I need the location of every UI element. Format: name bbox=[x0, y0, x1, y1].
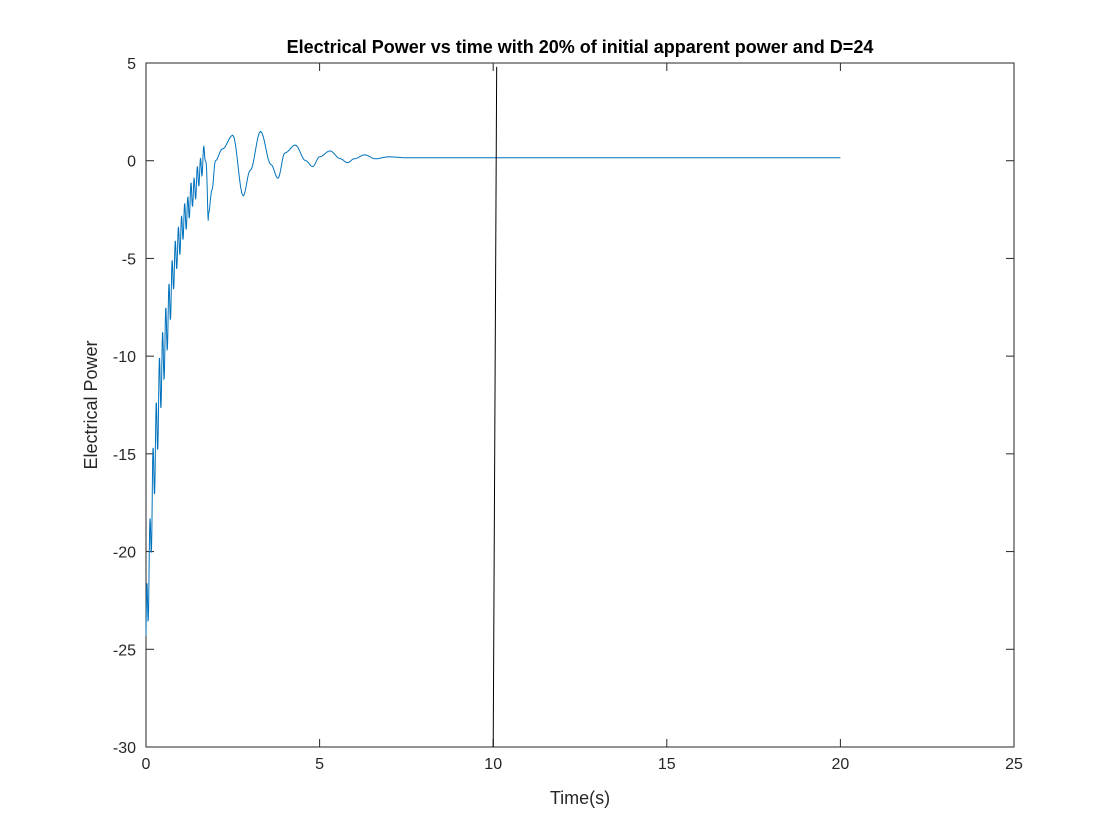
y-tick-label: 0 bbox=[127, 154, 136, 171]
x-tick-label: 25 bbox=[1005, 756, 1023, 773]
series bbox=[145, 66, 841, 748]
x-tick-label: 15 bbox=[658, 756, 676, 773]
series-line-vertical bbox=[492, 66, 498, 748]
x-tick-label: 0 bbox=[142, 756, 151, 773]
y-axis-label: Electrical Power bbox=[81, 340, 101, 469]
ticks bbox=[145, 62, 1015, 748]
y-tick-label: -10 bbox=[113, 349, 136, 366]
x-tick-label: 5 bbox=[315, 756, 324, 773]
y-tick-label: -15 bbox=[113, 447, 136, 464]
x-tick-label: 20 bbox=[832, 756, 850, 773]
x-axis-label: Time(s) bbox=[550, 788, 610, 808]
y-tick-label: -20 bbox=[113, 545, 136, 562]
y-tick-label: -25 bbox=[113, 642, 136, 659]
x-tick-label: 10 bbox=[484, 756, 502, 773]
tick-labels: 0 5 10 15 20 25 -30 -25 -20 -15 -10 -5 0 5 bbox=[113, 56, 1023, 773]
chart-title: Electrical Power vs time with 20% of ini… bbox=[287, 37, 874, 57]
y-tick-label: -30 bbox=[113, 740, 136, 757]
plot-frame bbox=[145, 62, 1015, 748]
y-tick-label: 5 bbox=[127, 56, 136, 73]
y-tick-label: -5 bbox=[122, 251, 136, 268]
series-line-power bbox=[145, 130, 841, 636]
